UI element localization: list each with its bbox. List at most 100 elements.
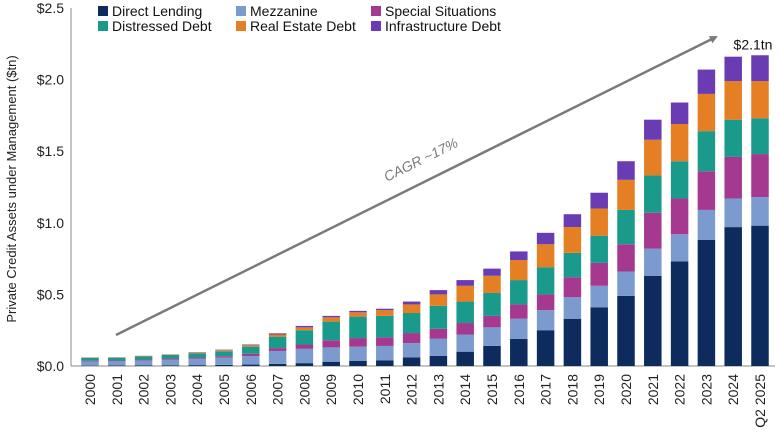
x-tick-label: 2016 (511, 374, 527, 405)
bar-stack (162, 354, 180, 366)
bar-segment-real-estate-debt (590, 208, 608, 235)
bar-segment-real-estate-debt (296, 327, 314, 330)
bar-segment-direct-lending (242, 365, 259, 366)
bar-segment-distressed-debt (242, 347, 259, 354)
y-tick-label: $2.5 (37, 0, 64, 16)
bar-segment-mezzanine (108, 361, 126, 365)
bar-segment-mezzanine (162, 360, 180, 366)
bar-segment-real-estate-debt (349, 312, 367, 316)
bar-stack (483, 269, 501, 366)
bar-segment-mezzanine (671, 234, 689, 261)
bar-segment-special-situations (188, 358, 206, 359)
bar-segment-direct-lending (644, 276, 662, 366)
legend-swatch (371, 21, 381, 31)
bar-segment-real-estate-debt (483, 276, 501, 293)
x-tick-label: 2006 (243, 374, 259, 405)
bar-segment-special-situations (510, 304, 528, 318)
bar-stack (322, 316, 340, 366)
legend-swatch (236, 6, 246, 16)
x-tick-label: 2010 (350, 374, 366, 405)
bar-segment-mezzanine (269, 351, 287, 364)
bar-stack (376, 309, 394, 366)
legend-label: Infrastructure Debt (385, 18, 501, 34)
bar-segment-real-estate-debt (510, 260, 528, 280)
bar-segment-distressed-debt (590, 236, 608, 263)
legend-item: Infrastructure Debt (371, 18, 501, 34)
legend-item: Mezzanine (236, 3, 318, 19)
y-axis-label: Private Credit Assets under Management (… (4, 55, 19, 322)
legend-swatch (236, 21, 246, 31)
bar-segment-distressed-debt (617, 210, 635, 244)
bar-segment-distressed-debt (751, 118, 769, 154)
bar-segment-distressed-debt (698, 131, 716, 171)
bar-segment-mezzanine (242, 356, 259, 365)
bar-segment-direct-lending (671, 261, 689, 366)
bar-segment-distressed-debt (215, 351, 233, 356)
bar-segment-infrastructure-debt (537, 233, 555, 244)
bar-segment-distressed-debt (349, 317, 367, 338)
bar-segment-special-situations (564, 277, 582, 297)
legend-item: Real Estate Debt (236, 18, 356, 34)
bar-segment-mezzanine (376, 346, 394, 360)
bar-segment-direct-lending (456, 352, 474, 366)
legend-label: Distressed Debt (112, 18, 212, 34)
bar-segment-mezzanine (724, 198, 742, 227)
bar-segment-distressed-debt (135, 356, 153, 359)
bar-segment-special-situations (644, 213, 662, 249)
bar-segment-real-estate-debt (322, 317, 340, 321)
bar-segment-real-estate-debt (564, 227, 582, 253)
bar-segment-direct-lending (751, 226, 769, 366)
bar-stack (430, 290, 448, 366)
bar-segment-distressed-debt (188, 353, 206, 357)
bar-segment-real-estate-debt (671, 124, 689, 161)
bar-segment-real-estate-debt (188, 353, 206, 354)
bar-segment-special-situations (430, 329, 448, 339)
bar-segment-infrastructure-debt (510, 251, 528, 260)
bar-segment-special-situations (376, 337, 394, 346)
bar-segment-real-estate-debt (242, 345, 259, 346)
bar-segment-distressed-debt (456, 302, 474, 323)
bar-segment-distressed-debt (403, 313, 421, 333)
bar-stack (510, 251, 528, 366)
bar-segment-mezzanine (537, 310, 555, 330)
bar-stack (296, 326, 314, 366)
x-tick-label: 2007 (270, 374, 286, 405)
bar-segment-special-situations (724, 157, 742, 199)
bar-stack (135, 356, 153, 366)
x-tick-label: 2014 (457, 374, 473, 405)
bar-stack (188, 352, 206, 366)
bar-stack (108, 357, 126, 366)
bar-segment-real-estate-debt (698, 94, 716, 131)
bar-segment-mezzanine (403, 343, 421, 357)
x-tick-label: 2001 (109, 374, 125, 405)
bar-segment-real-estate-debt (215, 350, 233, 351)
bar-segment-special-situations (242, 354, 259, 356)
bar-segment-special-situations (296, 345, 314, 349)
x-tick-label: 2015 (484, 374, 500, 405)
y-tick-label: $0.0 (37, 358, 64, 374)
x-tick-label: 2021 (645, 374, 661, 405)
y-tick-label: $2.0 (37, 72, 64, 88)
bar-segment-direct-lending (510, 339, 528, 366)
bar-segment-special-situations (322, 340, 340, 347)
bar-segment-distressed-debt (296, 330, 314, 344)
y-tick-label: $0.5 (37, 286, 64, 302)
x-tick-label: 2018 (564, 374, 580, 405)
bar-segment-special-situations (403, 333, 421, 343)
bar-segment-mezzanine (188, 359, 206, 365)
bar-segment-special-situations (483, 316, 501, 327)
x-tick-label: 2003 (162, 374, 178, 405)
bar-stack (617, 161, 635, 366)
bar-stack (269, 333, 287, 366)
bar-segment-distressed-debt (376, 316, 394, 337)
bar-segment-infrastructure-debt (590, 193, 608, 209)
bar-stack (564, 214, 582, 366)
x-tick-label: 2024 (725, 374, 741, 405)
bar-segment-special-situations (537, 294, 555, 310)
bar-segment-special-situations (215, 356, 233, 357)
bar-segment-distressed-debt (483, 293, 501, 316)
bar-segment-special-situations (671, 198, 689, 234)
bar-segment-direct-lending (269, 364, 287, 366)
